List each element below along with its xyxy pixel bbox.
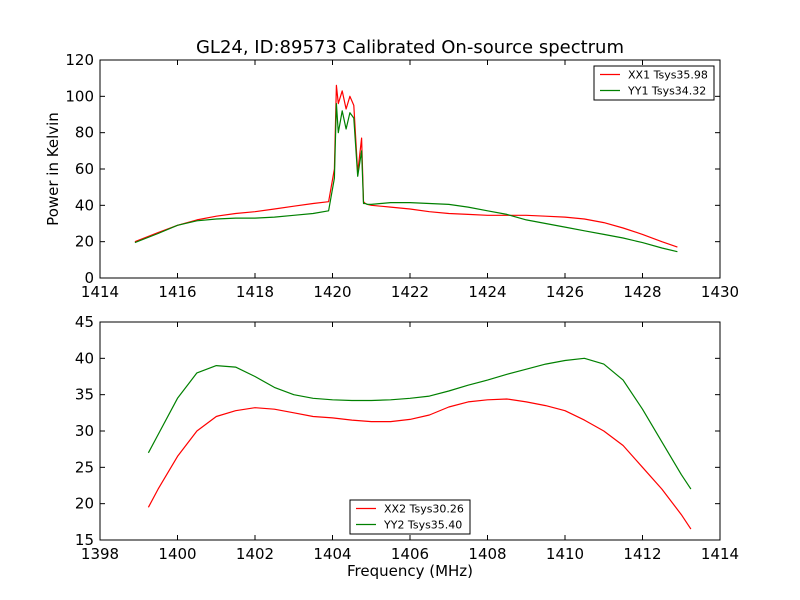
top-y-axis: 0 20 40 60 80 100 120: [65, 51, 720, 287]
bottom-x-tick-label: 1402: [236, 545, 274, 563]
top-x-tick-label: 1416: [158, 283, 196, 301]
bottom-y-tick-label: 40: [75, 349, 94, 367]
bottom-x-axis-label: Frequency (MHz): [347, 562, 473, 580]
top-y-tick-label: 20: [75, 233, 94, 251]
bottom-x-tick-label: 1406: [391, 545, 429, 563]
bottom-x-tick-label: 1404: [313, 545, 351, 563]
bottom-series-line-1: [147, 398, 692, 530]
top-y-tick-label: 100: [65, 87, 94, 105]
legend-label-xx2: XX2 Tsys30.26: [384, 503, 464, 516]
bottom-x-tick-label: 1398: [81, 545, 119, 563]
bottom-x-tick-label: 1408: [468, 545, 506, 563]
top-x-tick-label: 1418: [236, 283, 274, 301]
top-legend: XX1 Tsys35.98 YY1 Tsys34.32: [593, 65, 715, 101]
top-x-tick-label: 1422: [391, 283, 429, 301]
bottom-y-tick-label: 30: [75, 422, 94, 440]
legend-label-yy1: YY1 Tsys34.32: [627, 85, 706, 98]
bottom-y-tick-label: 20: [75, 495, 94, 513]
bottom-y-tick-label: 15: [75, 531, 94, 549]
top-x-tick-label: 1424: [468, 283, 506, 301]
top-x-axis: 1414 1416 1418 1420 1422 1424 1426 1428 1430: [81, 60, 739, 301]
top-y-tick-label: 80: [75, 124, 94, 142]
bottom-x-axis: 1398 1400 1402 1404 1406 1408 1410 1412 1414: [81, 322, 739, 563]
top-y-tick-label: 120: [65, 51, 94, 69]
top-chart: 1414 1416 1418 1420 1422 1424 1426 1428 1430 0 20…: [44, 51, 739, 301]
top-x-tick-label: 1428: [623, 283, 661, 301]
top-x-tick-label: 1420: [313, 283, 351, 301]
bottom-series-group: [147, 357, 692, 530]
bottom-x-tick-label: 1410: [546, 545, 584, 563]
legend-label-yy2: YY2 Tsys35.40: [383, 519, 462, 532]
top-x-tick-label: 1414: [81, 283, 119, 301]
bottom-y-tick-label: 25: [75, 458, 94, 476]
top-y-axis-label: Power in Kelvin: [44, 112, 62, 226]
top-y-tick-label: 0: [84, 269, 94, 287]
chart-title: GL24, ID:89573 Calibrated On-source spec…: [196, 37, 624, 58]
bottom-x-tick-label: 1400: [158, 545, 196, 563]
top-y-tick-label: 40: [75, 196, 94, 214]
bottom-legend-box: [349, 499, 471, 535]
top-series-line-2: [134, 102, 678, 253]
legend-label-xx1: XX1 Tsys35.98: [628, 69, 708, 82]
top-y-tick-label: 60: [75, 160, 94, 178]
bottom-chart: 1398 1400 1402 1404 1406 1408 1410 1412 1414 15 2…: [75, 313, 739, 580]
bottom-y-tick-label: 35: [75, 386, 94, 404]
top-legend-box: [593, 65, 715, 101]
bottom-y-tick-label: 45: [75, 313, 94, 331]
top-x-tick-label: 1426: [546, 283, 584, 301]
bottom-y-axis: 15 20 25 30 35 40 45: [75, 313, 720, 549]
bottom-x-tick-label: 1412: [623, 545, 661, 563]
bottom-x-tick-label: 1414: [701, 545, 739, 563]
top-x-tick-label: 1430: [701, 283, 739, 301]
top-series-group: [134, 84, 678, 253]
bottom-legend: XX2 Tsys30.26 YY2 Tsys35.40: [349, 499, 471, 535]
bottom-series-line-2: [147, 357, 692, 490]
